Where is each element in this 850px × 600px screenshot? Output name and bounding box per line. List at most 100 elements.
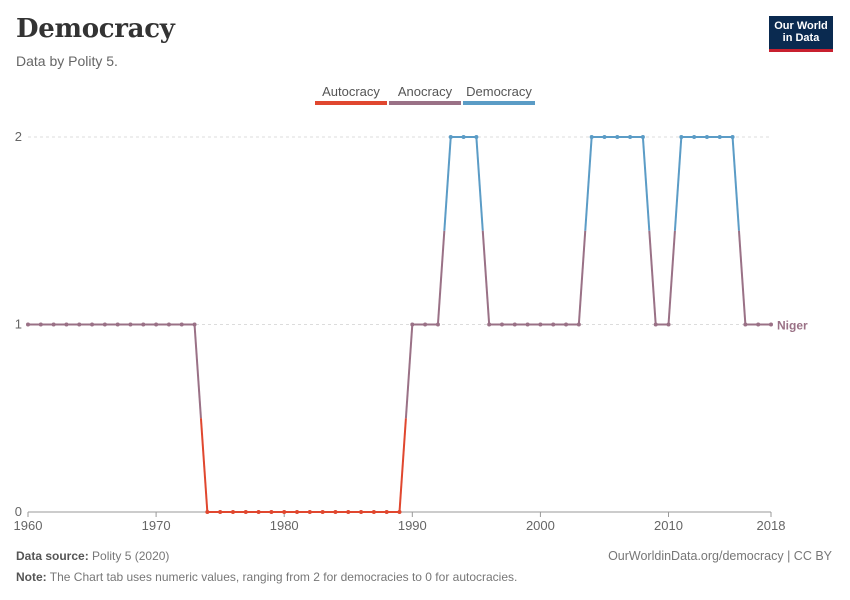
series-segment <box>481 230 491 325</box>
data-point <box>487 322 492 327</box>
legend-swatch-2 <box>463 101 535 105</box>
series-segment <box>584 136 593 231</box>
data-point <box>717 135 722 139</box>
data-point <box>538 322 543 327</box>
data-point <box>384 510 389 514</box>
legend-label-0: Autocracy <box>322 84 380 99</box>
data-point <box>602 135 607 139</box>
y-tick-label-2: 2 <box>15 129 22 144</box>
data-point <box>192 322 197 327</box>
note-label: Note: <box>16 570 47 584</box>
data-point <box>551 322 556 327</box>
data-point <box>371 510 376 514</box>
x-tick-label-1970: 1970 <box>142 518 171 533</box>
data-point <box>102 322 107 327</box>
data-point <box>474 135 479 139</box>
data-point <box>179 322 184 327</box>
series-segment <box>577 230 587 325</box>
series-segment <box>436 230 446 325</box>
data-point <box>576 322 581 327</box>
chart-note: Note: The Chart tab uses numeric values,… <box>16 570 517 584</box>
data-point <box>320 510 325 514</box>
data-point <box>154 322 159 327</box>
series-label: Niger <box>777 319 808 333</box>
series-segment <box>193 324 202 419</box>
data-point <box>38 322 43 327</box>
data-point <box>166 322 171 327</box>
data-point <box>499 322 504 327</box>
attribution-link[interactable]: OurWorldinData.org/democracy | CC BY <box>608 549 832 563</box>
x-tick-label-2000: 2000 <box>526 518 555 533</box>
x-tick-label-2010: 2010 <box>654 518 683 533</box>
x-tick-label-1960: 1960 <box>14 518 43 533</box>
series-segment <box>648 230 657 325</box>
data-point <box>410 322 415 327</box>
data-point <box>564 322 569 327</box>
x-tick-label-1980: 1980 <box>270 518 299 533</box>
data-point <box>141 322 146 327</box>
owid-logo[interactable]: Our World in Data <box>769 16 833 52</box>
data-point <box>333 510 338 514</box>
data-source-value[interactable]: Polity 5 (2020) <box>92 549 170 563</box>
series-segment <box>475 136 484 231</box>
data-point <box>628 135 633 139</box>
legend-swatch-0 <box>315 101 387 105</box>
legend-swatch-1 <box>389 101 461 105</box>
data-point <box>64 322 69 327</box>
data-point <box>128 322 133 327</box>
data-point <box>743 322 748 327</box>
data-point <box>730 135 735 139</box>
data-point <box>769 322 773 327</box>
data-point <box>359 510 364 514</box>
data-source-label: Data source: <box>16 549 89 563</box>
series-segment <box>667 230 676 325</box>
data-point <box>205 510 210 514</box>
data-point <box>256 510 261 514</box>
data-point <box>230 510 235 514</box>
data-point <box>448 135 453 139</box>
chart-title: Democracy <box>16 14 175 44</box>
data-point <box>704 135 709 139</box>
data-point <box>243 510 248 514</box>
data-point <box>26 322 30 327</box>
y-tick-label-1: 1 <box>15 317 22 332</box>
series-niger <box>26 135 773 514</box>
data-point <box>640 135 645 139</box>
data-point <box>461 135 466 139</box>
data-point <box>525 322 530 327</box>
data-point <box>307 510 312 514</box>
series-segment <box>404 324 414 419</box>
legend-label-2: Democracy <box>466 84 532 99</box>
series-segment <box>737 230 747 325</box>
data-point <box>397 510 402 514</box>
series-segment <box>731 136 740 231</box>
logo-line-2: in Data <box>782 32 820 44</box>
data-point <box>269 510 274 514</box>
data-point <box>295 510 300 514</box>
logo-line-1: Our World <box>774 20 828 32</box>
data-point <box>615 135 620 139</box>
data-point <box>77 322 82 327</box>
data-point <box>51 322 56 327</box>
data-point <box>666 322 671 327</box>
x-tick-label-1990: 1990 <box>398 518 427 533</box>
series-segment <box>673 136 683 231</box>
data-point <box>282 510 287 514</box>
note-text: The Chart tab uses numeric values, rangi… <box>49 570 518 584</box>
data-point <box>115 322 120 327</box>
data-point <box>512 322 517 327</box>
series-segment <box>398 418 407 513</box>
data-point <box>346 510 351 514</box>
data-point <box>423 322 428 327</box>
data-point <box>692 135 697 139</box>
data-point <box>435 322 440 327</box>
series-segment <box>199 418 209 513</box>
x-tick-label-2018: 2018 <box>757 518 786 533</box>
chart-subtitle: Data by Polity 5. <box>16 53 118 69</box>
data-point <box>679 135 684 139</box>
data-point <box>756 322 761 327</box>
data-point <box>90 322 95 327</box>
data-point <box>653 322 658 327</box>
series-segment <box>641 136 651 231</box>
